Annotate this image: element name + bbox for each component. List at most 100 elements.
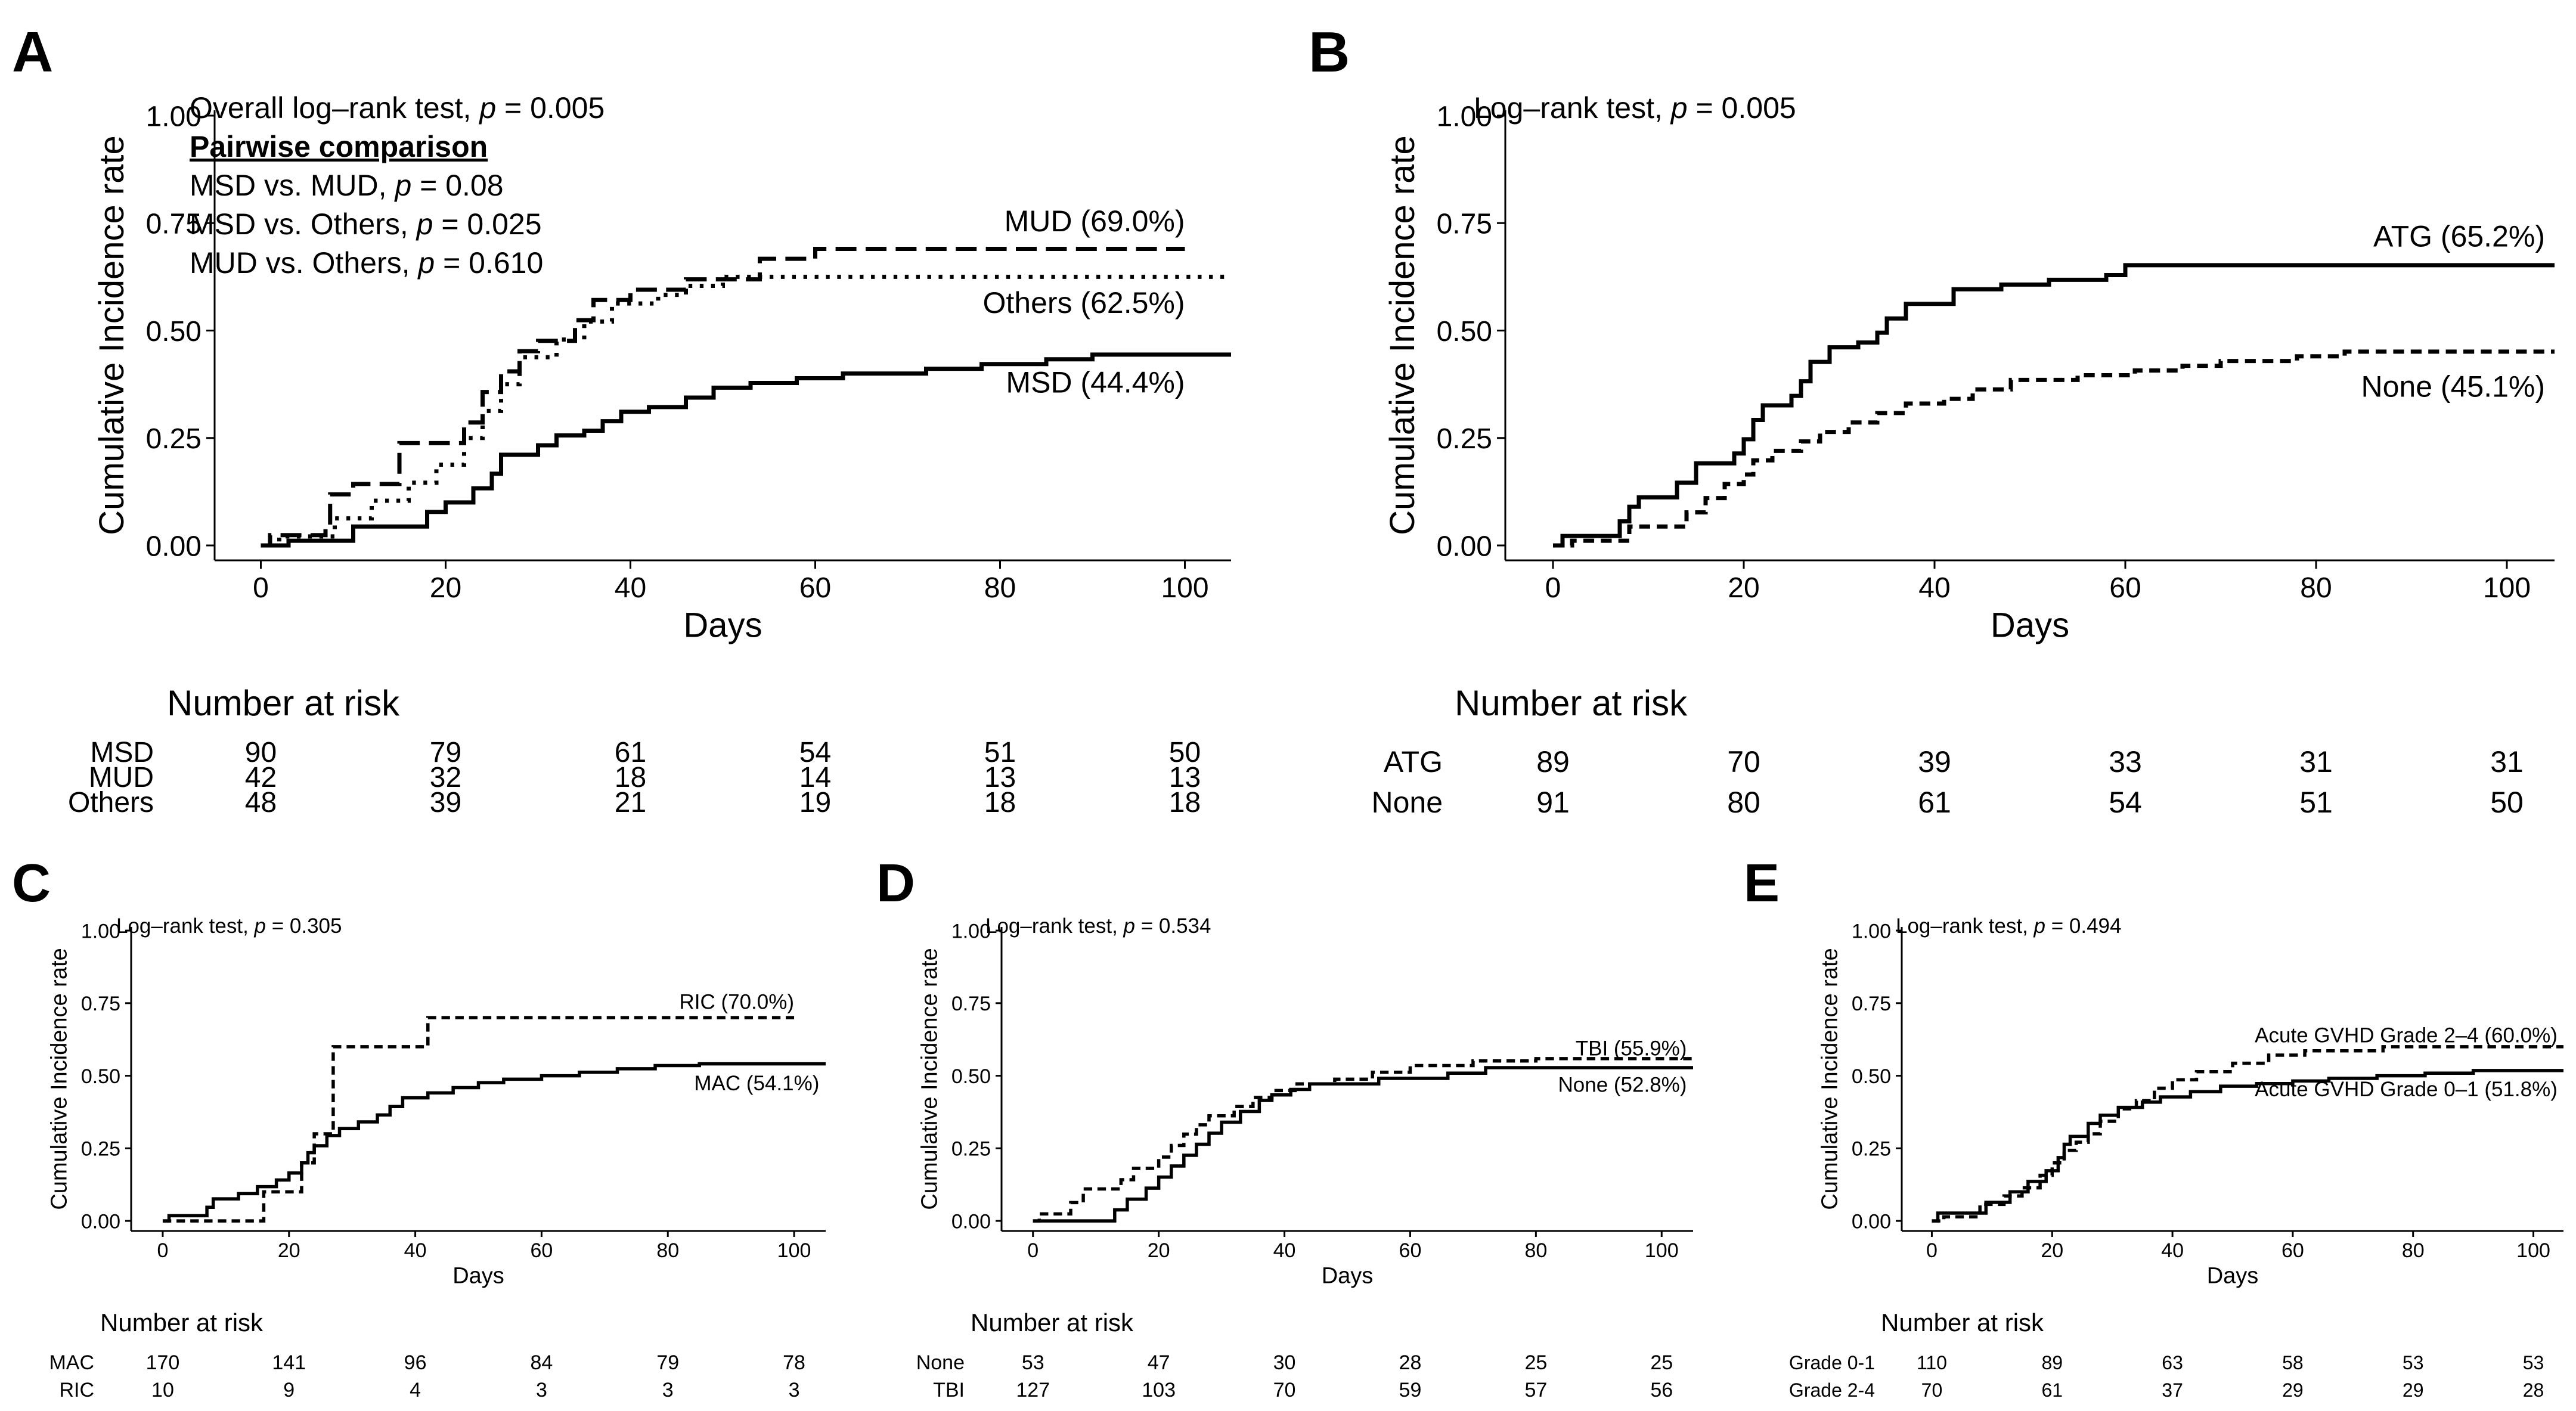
- x-tick-label: 100: [2516, 1239, 2550, 1262]
- x-tick-label: 60: [530, 1239, 553, 1262]
- series-line-grade-0-1: [1932, 1069, 2563, 1223]
- series-label-msd: MSD (44.4%): [1006, 366, 1185, 399]
- risk-cell: 57: [1524, 1379, 1547, 1401]
- risk-cell: 89: [2041, 1352, 2063, 1373]
- y-tick-label: 1.00: [1437, 101, 1492, 132]
- y-axis-label: Cumulative Incidence rate: [47, 948, 72, 1210]
- risk-cell: 141: [272, 1351, 306, 1374]
- x-tick-label: 40: [404, 1239, 427, 1262]
- risk-cell: 90: [245, 737, 277, 768]
- risk-cell: 18: [984, 787, 1016, 818]
- risk-cell: 25: [1524, 1351, 1547, 1374]
- series-label-tbi: TBI (55.9%): [1576, 1037, 1687, 1060]
- risk-cell: 50: [2490, 786, 2524, 819]
- risk-cell: 29: [2403, 1379, 2424, 1401]
- y-axis-label: Cumulative Incidence rate: [1383, 135, 1422, 535]
- y-tick-label: 0.50: [81, 1065, 120, 1088]
- x-tick-label: 60: [1399, 1239, 1422, 1262]
- annotation-p: p: [254, 914, 266, 938]
- series-label-none: None (45.1%): [2361, 370, 2546, 404]
- risk-table-title: Number at risk: [1455, 683, 1688, 723]
- annotation-heading: Pairwise comparison: [190, 130, 488, 163]
- x-tick-label: 0: [157, 1239, 168, 1262]
- risk-cell: 70: [1921, 1379, 1943, 1401]
- annotation-prefix: Log–rank test,: [1474, 91, 1671, 125]
- series-label-others: Others (62.5%): [982, 286, 1185, 320]
- risk-row-label: MSD: [90, 737, 154, 768]
- risk-cell: 18: [1169, 787, 1201, 818]
- y-tick-label: 0.00: [951, 1210, 991, 1233]
- risk-cell: 61: [2041, 1379, 2063, 1401]
- series-label-grade-0-1: Acute GVHD Grade 0–1 (51.8%): [2255, 1078, 2558, 1101]
- risk-cell: 53: [2523, 1352, 2544, 1373]
- risk-row-label: None: [916, 1351, 965, 1374]
- x-axis-label: Days: [1991, 606, 2069, 645]
- risk-cell: 28: [2523, 1379, 2544, 1401]
- risk-cell: 127: [1016, 1379, 1050, 1401]
- y-tick-label: 0.25: [951, 1138, 991, 1161]
- risk-cell: 51: [2299, 786, 2333, 819]
- annotation-prefix: MSD vs. MUD,: [190, 169, 395, 202]
- risk-cell: 42: [245, 762, 277, 793]
- panel-letter-d: D: [876, 854, 915, 913]
- x-tick-label: 0: [1926, 1239, 1938, 1262]
- annotation-p: p: [478, 91, 496, 125]
- panel-e: E 0.00 0.25 0.50 0.75 1.00 0 20 40 60 80 100 Cumulat…: [1744, 854, 2563, 1401]
- annotation-value: = 0.534: [1135, 914, 1211, 938]
- risk-cell: 89: [1536, 745, 1570, 779]
- y-axis-label: Cumulative Incidence rate: [1817, 948, 1842, 1210]
- x-tick-label: 80: [984, 572, 1016, 604]
- annotation-prefix: Log–rank test,: [985, 914, 1124, 938]
- y-tick-label: 0.50: [951, 1065, 991, 1088]
- x-tick-label: 80: [1524, 1239, 1547, 1262]
- risk-cell: 25: [1650, 1351, 1673, 1374]
- annotation-p: p: [1123, 914, 1135, 938]
- x-tick-label: 20: [1728, 572, 1759, 604]
- y-tick-label: 0.50: [1437, 316, 1492, 348]
- risk-row-label: RIC: [59, 1379, 94, 1401]
- series-label-none: None (52.8%): [1558, 1073, 1687, 1096]
- y-tick-label: 0.75: [1852, 993, 1891, 1015]
- x-tick-label: 20: [1148, 1239, 1170, 1262]
- y-tick-label: 0.00: [1437, 531, 1492, 562]
- annotation-value: = 0.494: [2045, 914, 2121, 938]
- risk-cell: 4: [410, 1379, 421, 1401]
- risk-cell: 91: [1536, 786, 1570, 819]
- risk-row-label: MAC: [49, 1351, 94, 1374]
- risk-cell: 21: [615, 787, 646, 818]
- annotation-text: MUD vs. Others, p = 0.610: [190, 246, 543, 280]
- x-tick-label: 60: [2281, 1239, 2304, 1262]
- annotation-text: Log–rank test, p = 0.305: [116, 914, 342, 938]
- x-axis-label: Days: [1322, 1264, 1374, 1289]
- series-label-mac: MAC (54.1%): [694, 1072, 819, 1095]
- y-tick-label: 0.50: [146, 316, 202, 348]
- risk-cell: 48: [245, 787, 277, 818]
- y-tick-label: 0.25: [146, 423, 202, 455]
- risk-cell: 59: [1399, 1379, 1422, 1401]
- y-tick-label: 0.00: [1852, 1210, 1891, 1233]
- risk-row-label: Others: [68, 787, 154, 818]
- y-tick-label: 0.25: [1437, 423, 1492, 455]
- annotation-text: Log–rank test, p = 0.494: [1896, 914, 2122, 938]
- annotation-p: p: [1670, 91, 1688, 125]
- x-tick-label: 100: [1645, 1239, 1679, 1262]
- x-tick-label: 40: [1273, 1239, 1296, 1262]
- annotation-value: = 0.305: [266, 914, 342, 938]
- y-tick-label: 1.00: [951, 920, 991, 942]
- risk-cell: 29: [2282, 1379, 2304, 1401]
- risk-cell: 79: [656, 1351, 679, 1374]
- series-line-atg: [1553, 263, 2555, 548]
- risk-cell: 30: [1273, 1351, 1296, 1374]
- annotation-value: = 0.005: [1688, 91, 1796, 125]
- annotation-prefix: Overall log–rank test,: [190, 91, 479, 125]
- risk-cell: 39: [430, 787, 461, 818]
- annotation-text: Overall log–rank test, p = 0.005: [190, 91, 605, 125]
- y-tick-label: 0.75: [951, 993, 991, 1015]
- risk-row-label: Grade 2-4: [1789, 1379, 1875, 1401]
- risk-table-title: Number at risk: [1881, 1308, 2044, 1336]
- annotation-text: Log–rank test, p = 0.534: [985, 914, 1211, 938]
- risk-cell: 3: [536, 1379, 547, 1401]
- x-tick-label: 20: [2041, 1239, 2063, 1262]
- y-tick-label: 0.00: [146, 531, 202, 562]
